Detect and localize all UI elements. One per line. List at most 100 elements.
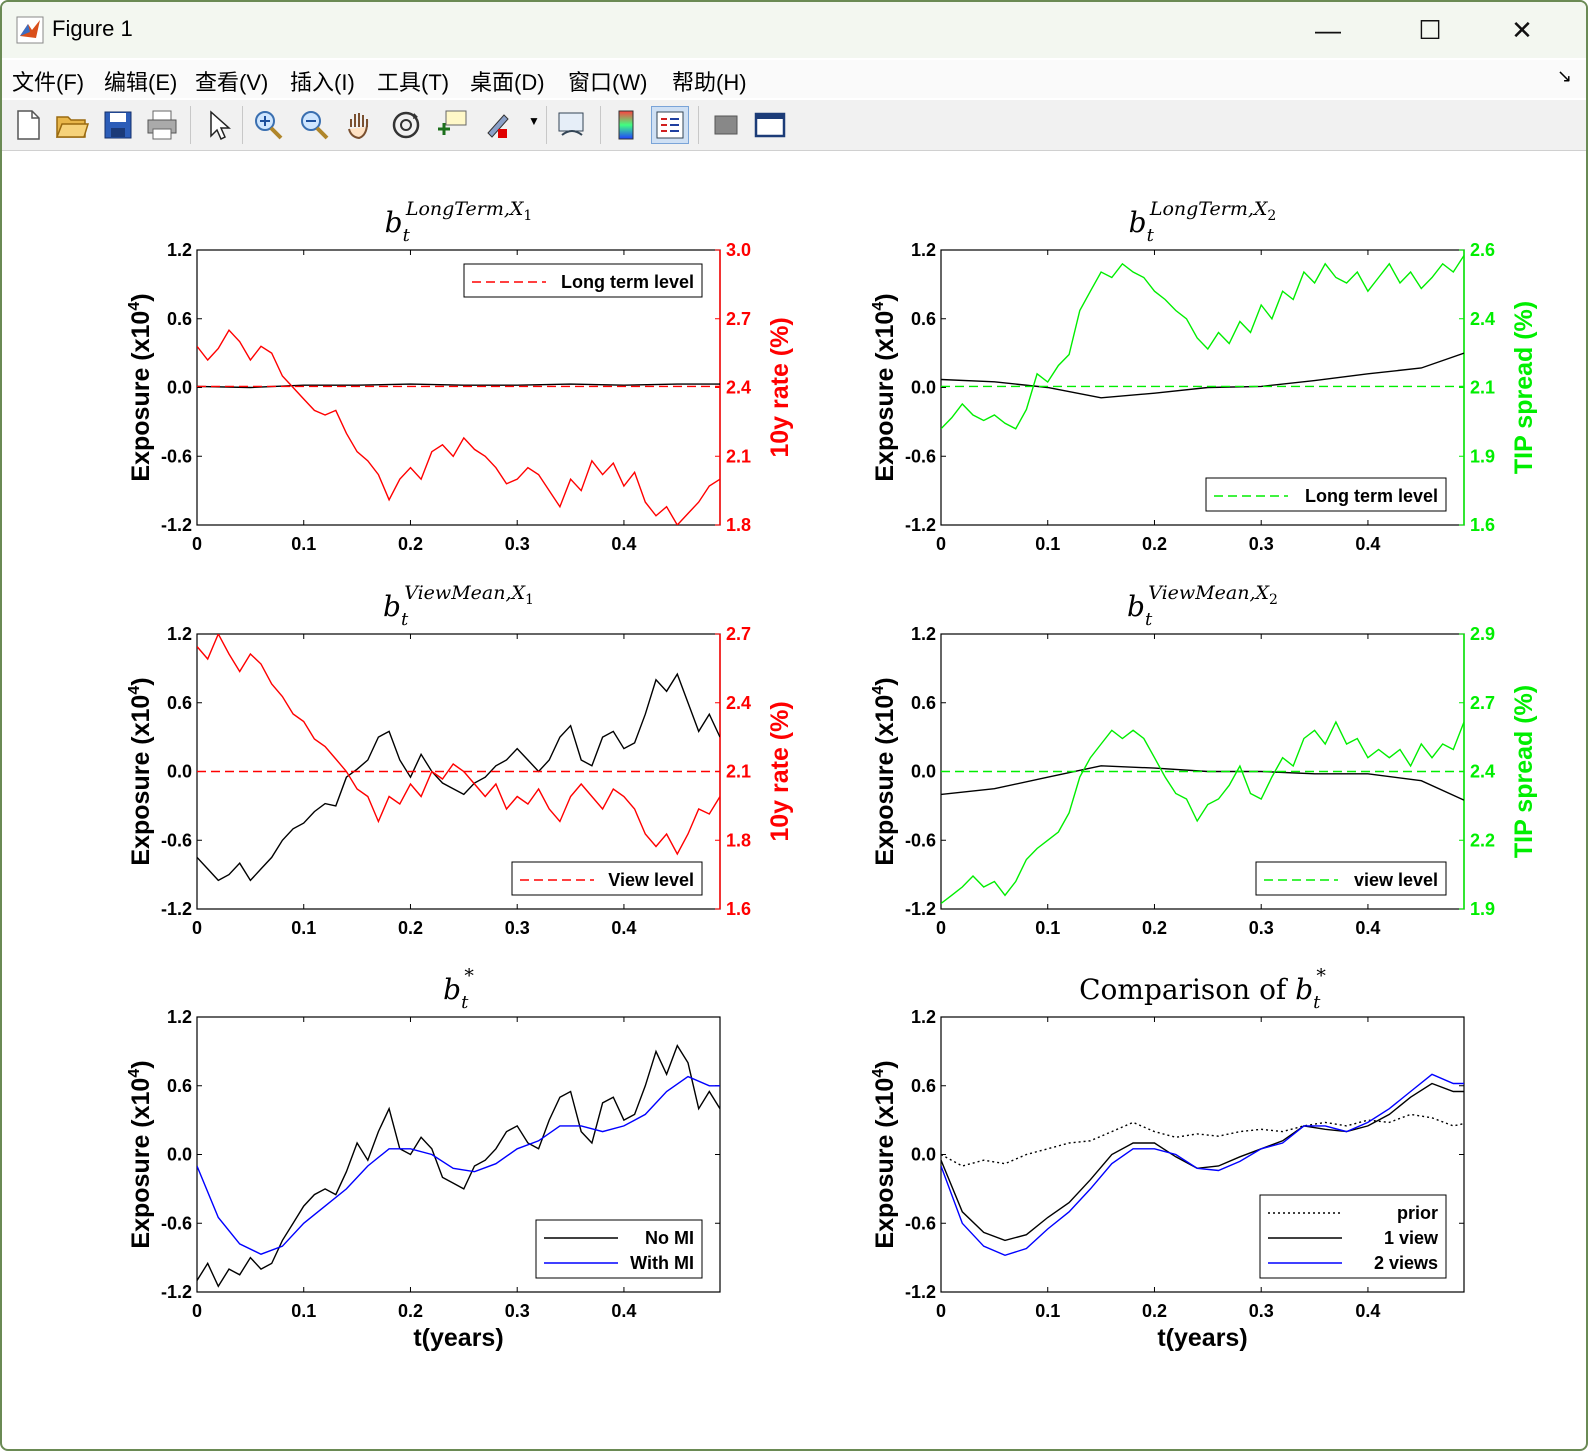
menu-view[interactable]: 查看(V) bbox=[195, 70, 269, 95]
legend-box bbox=[1259, 1194, 1447, 1279]
legend-box bbox=[463, 263, 703, 298]
title-superscript-index: 1 bbox=[523, 208, 532, 224]
y2-tick-label: 1.9 bbox=[1470, 899, 1495, 919]
legend-icon[interactable] bbox=[651, 106, 689, 144]
y2-tick-label: 2.7 bbox=[726, 309, 751, 329]
y-axis-label-main: Exposure (x10 bbox=[871, 695, 899, 866]
y-tick-label: -1.2 bbox=[905, 1282, 936, 1302]
new-file-icon[interactable] bbox=[10, 107, 46, 143]
menu-edit[interactable]: 编辑(E) bbox=[104, 70, 178, 95]
toolbar: ▼ bbox=[2, 100, 1586, 151]
legend-label: Long term level bbox=[561, 272, 694, 292]
pointer-icon[interactable] bbox=[200, 107, 236, 143]
y-tick-label: 1.2 bbox=[911, 1007, 936, 1027]
menu-insert[interactable]: 插入(I) bbox=[290, 70, 355, 95]
title-superscript-index: 2 bbox=[1267, 208, 1276, 224]
y-tick-label: 0.6 bbox=[167, 693, 192, 713]
menu-window[interactable]: 窗口(W) bbox=[568, 70, 648, 95]
y2-tick-label: 1.9 bbox=[1470, 446, 1495, 466]
y-tick-label: 0.0 bbox=[167, 378, 192, 398]
x-tick-label: 0.1 bbox=[291, 918, 316, 938]
menu-file[interactable]: 文件(F) bbox=[12, 70, 85, 95]
y2-tick-label: 2.7 bbox=[1470, 693, 1495, 713]
colorbar-icon[interactable] bbox=[608, 107, 644, 143]
subplot-3: 1.2 0.6 0.0 -0.6 -1.2 2.7 2.4 2.1 1.8 1.6 0 0.1 0.2 0… bbox=[126, 582, 794, 938]
title-subscript: t bbox=[1145, 609, 1153, 630]
y-axis-label: Exposure (x104) bbox=[870, 677, 899, 865]
legend-box bbox=[535, 1219, 703, 1279]
maximize-button[interactable]: ☐ bbox=[1418, 15, 1442, 45]
y-axis-label-exponent: 4 bbox=[126, 1069, 143, 1078]
matlab-icon bbox=[16, 16, 44, 44]
series-line-10y-rate bbox=[197, 634, 720, 856]
y-tick-label: 1.2 bbox=[167, 240, 192, 260]
y-tick-label: -0.6 bbox=[905, 830, 936, 850]
y-tick-label: 1.2 bbox=[911, 240, 936, 260]
menu-bar: 文件(F) 编辑(E) 查看(V) 插入(I) 工具(T) 桌面(D) 窗口(W… bbox=[2, 60, 1586, 98]
toolbar-separator bbox=[242, 106, 243, 144]
print-icon[interactable] bbox=[144, 107, 180, 143]
menu-help[interactable]: 帮助(H) bbox=[672, 70, 747, 95]
data-cursor-icon[interactable] bbox=[434, 107, 470, 143]
link-plot-icon[interactable] bbox=[554, 107, 590, 143]
pan-hand-icon[interactable] bbox=[342, 107, 378, 143]
rotate-3d-icon[interactable] bbox=[388, 107, 424, 143]
y-axis-label-exponent: 4 bbox=[870, 302, 887, 311]
brush-icon[interactable] bbox=[480, 107, 516, 143]
y2-axis-label: 10y rate (%) bbox=[766, 701, 794, 841]
zoom-in-icon[interactable] bbox=[250, 107, 286, 143]
y-axis-label-end: ) bbox=[871, 293, 899, 301]
title-subscript: t bbox=[461, 992, 469, 1013]
series-line-prior bbox=[941, 1113, 1464, 1167]
y2-tick-label: 2.2 bbox=[1470, 830, 1495, 850]
legend-label: View level bbox=[608, 870, 694, 890]
series-line-exposure bbox=[197, 672, 720, 882]
y2-tick-label: 2.4 bbox=[1470, 762, 1495, 782]
series-group bbox=[197, 634, 720, 882]
y2-tick-label: 2.1 bbox=[1470, 378, 1495, 398]
x-tick-label: 0.4 bbox=[1355, 1301, 1380, 1321]
x-axis-label: t(years) bbox=[413, 1324, 503, 1352]
subplot-1: 1.2 0.6 0.0 -0.6 -1.2 3.0 2.7 2.4 2.1 1.8 0 0.1 0.2 0… bbox=[126, 198, 794, 554]
x-tick-label: 0.4 bbox=[611, 918, 636, 938]
x-tick-label: 0 bbox=[192, 534, 202, 554]
close-button[interactable]: ✕ bbox=[1511, 15, 1533, 45]
x-tick-label: 0.4 bbox=[1355, 534, 1380, 554]
legend-box bbox=[1255, 861, 1447, 896]
legend-label: view level bbox=[1354, 870, 1438, 890]
y-axis-label: Exposure (x104) bbox=[126, 1060, 155, 1248]
subplot-4: 1.2 0.6 0.0 -0.6 -1.2 2.9 2.7 2.4 2.2 1.9 0 0.1 0.2 0… bbox=[870, 582, 1538, 938]
y-axis-label-main: Exposure (x10 bbox=[871, 1078, 899, 1249]
legend: Long term level bbox=[463, 263, 703, 298]
y-axis-label: Exposure (x104) bbox=[870, 293, 899, 481]
title-base: b bbox=[1127, 590, 1145, 623]
y-tick-label: 1.2 bbox=[167, 624, 192, 644]
y-tick-label: 0.6 bbox=[911, 693, 936, 713]
y-tick-label: 0.0 bbox=[911, 1145, 936, 1165]
y-axis-label: Exposure (x104) bbox=[126, 677, 155, 865]
y2-tick-label: 2.1 bbox=[726, 762, 751, 782]
figure-canvas: 1.2 0.6 0.0 -0.6 -1.2 3.0 2.7 2.4 2.1 1.8 0 0.1 0.2 0… bbox=[126, 198, 1538, 1352]
dock-panel-icon[interactable] bbox=[752, 107, 788, 143]
save-icon[interactable] bbox=[100, 107, 136, 143]
y-tick-label: 1.2 bbox=[911, 624, 936, 644]
x-tick-label: 0.3 bbox=[505, 918, 530, 938]
legend: No MI With MI bbox=[535, 1219, 703, 1279]
toolbar-separator bbox=[600, 106, 601, 144]
toolbar-separator bbox=[698, 106, 699, 144]
title-subscript: t bbox=[1147, 225, 1155, 246]
y-tick-label: 0.0 bbox=[167, 1145, 192, 1165]
zoom-out-icon[interactable] bbox=[296, 107, 332, 143]
brush-dropdown-icon[interactable]: ▼ bbox=[528, 114, 540, 128]
subplot-title: Comparison of bt * bbox=[1079, 965, 1326, 1013]
x-tick-label: 0.3 bbox=[1249, 534, 1274, 554]
hide-tools-icon[interactable] bbox=[708, 107, 744, 143]
y-axis-label: Exposure (x104) bbox=[870, 1060, 899, 1248]
minimize-button[interactable]: — bbox=[1315, 15, 1341, 45]
dock-arrow-icon[interactable]: ↘ bbox=[1556, 66, 1572, 86]
y-axis-label-main: Exposure (x10 bbox=[127, 311, 155, 482]
subplot-title: bt ViewMean,X1 bbox=[383, 582, 534, 630]
menu-desktop[interactable]: 桌面(D) bbox=[470, 70, 545, 95]
open-folder-icon[interactable] bbox=[54, 107, 90, 143]
menu-tools[interactable]: 工具(T) bbox=[377, 70, 450, 95]
